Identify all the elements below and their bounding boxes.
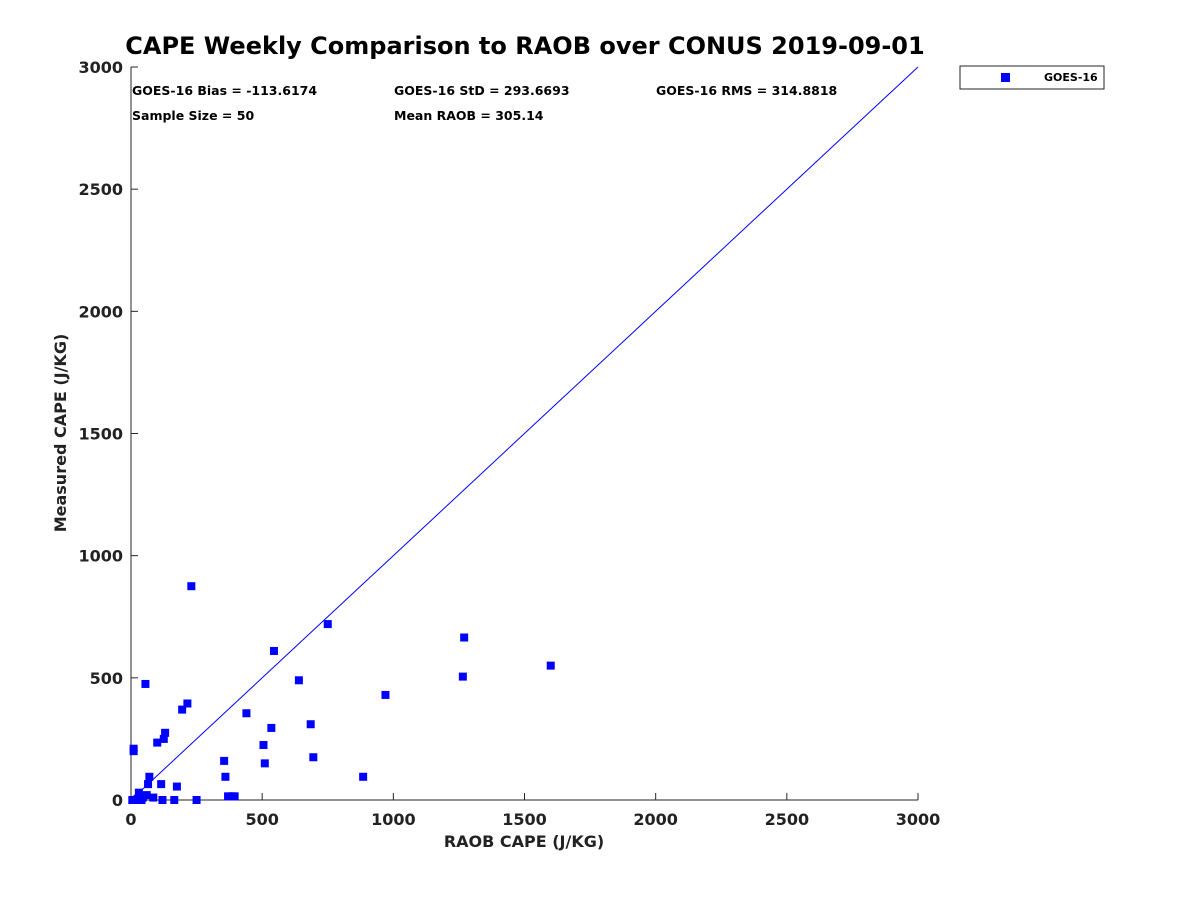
stat-std: GOES-16 StD = 293.6693 (394, 83, 570, 98)
x-tick-label: 2500 (765, 810, 810, 829)
data-point (546, 661, 555, 670)
x-tick-label: 3000 (896, 810, 941, 829)
data-point (178, 705, 187, 714)
data-point (129, 744, 138, 753)
y-tick-label: 2000 (78, 302, 123, 321)
data-point (242, 709, 251, 718)
data-point (269, 646, 278, 655)
data-point (183, 699, 192, 708)
data-point (161, 728, 170, 737)
data-point (157, 780, 166, 789)
data-point (144, 780, 153, 789)
y-tick-label: 0 (112, 791, 123, 810)
data-point (159, 734, 168, 743)
data-point (458, 672, 467, 681)
plot-area: 0 500 1000 1500 2000 2500 3000 0 500 1000 1500 2000… (78, 58, 940, 829)
data-point (381, 690, 390, 699)
y-tick-label: 500 (90, 669, 123, 688)
data-point (187, 582, 196, 591)
legend-marker-square (1001, 73, 1010, 82)
x-tick-label: 2000 (633, 810, 678, 829)
x-tick-label: 0 (125, 810, 136, 829)
one-to-one-reference-line (130, 66, 919, 801)
data-point (172, 782, 181, 791)
x-tick-label: 1500 (502, 810, 547, 829)
data-point (220, 756, 229, 765)
data-point (149, 793, 158, 802)
x-tick-label: 500 (245, 810, 278, 829)
y-axis-label: Measured CAPE (J/KG) (51, 334, 70, 533)
stat-mean-raob: Mean RAOB = 305.14 (394, 108, 544, 123)
data-point (306, 720, 315, 729)
y-tick-label: 2500 (78, 180, 123, 199)
data-point (460, 633, 469, 642)
chart-title: CAPE Weekly Comparison to RAOB over CONU… (125, 32, 924, 60)
data-point (259, 741, 268, 750)
y-tick-label: 3000 (78, 58, 123, 77)
y-tick-label: 1000 (78, 547, 123, 566)
stat-sample-size: Sample Size = 50 (132, 108, 254, 123)
stat-rms: GOES-16 RMS = 314.8818 (656, 83, 837, 98)
data-point (260, 759, 269, 768)
x-axis-label: RAOB CAPE (J/KG) (444, 832, 604, 851)
legend: GOES-16 (959, 65, 1105, 90)
data-point (192, 796, 201, 804)
data-point (309, 753, 318, 762)
axis-ticks: 0 500 1000 1500 2000 2500 3000 0 500 1000 1500 2000… (78, 58, 940, 829)
data-point (153, 738, 162, 747)
data-point (230, 792, 239, 801)
data-point (323, 620, 332, 629)
data-point (141, 679, 150, 688)
legend-box (959, 65, 1105, 90)
data-point (267, 723, 276, 732)
data-points (128, 582, 555, 804)
data-point (294, 676, 303, 685)
legend-label: GOES-16 (1044, 71, 1098, 84)
stat-bias: GOES-16 Bias = -113.6174 (132, 83, 317, 98)
x-tick-label: 1000 (371, 810, 416, 829)
data-point (221, 772, 230, 781)
data-point (170, 796, 179, 804)
data-point (145, 772, 154, 781)
y-tick-label: 1500 (78, 425, 123, 444)
data-point (359, 772, 368, 781)
data-point (134, 788, 143, 797)
data-point (142, 791, 151, 800)
data-point (158, 796, 167, 804)
